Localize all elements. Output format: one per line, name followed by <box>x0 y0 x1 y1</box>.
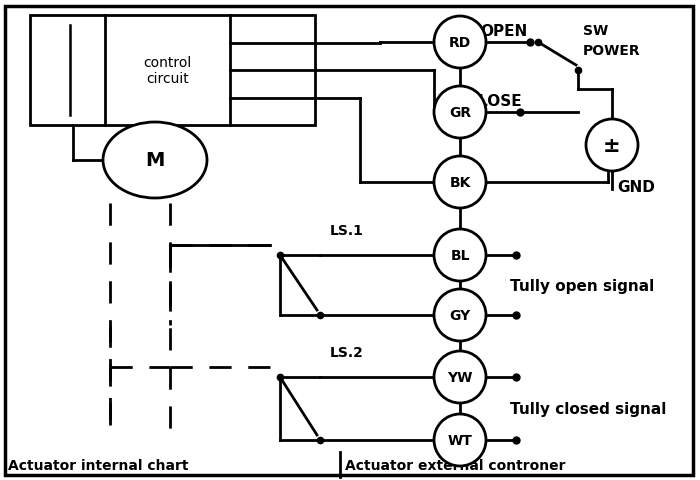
Circle shape <box>434 156 486 209</box>
Text: WT: WT <box>447 433 473 447</box>
Circle shape <box>434 289 486 341</box>
Text: LS.2: LS.2 <box>330 345 364 359</box>
Text: OPEN: OPEN <box>480 24 527 38</box>
Circle shape <box>434 414 486 466</box>
Circle shape <box>434 17 486 69</box>
Text: GND: GND <box>617 179 655 194</box>
Text: YW: YW <box>447 370 473 384</box>
Text: control
circuit: control circuit <box>144 56 192 86</box>
Text: RD: RD <box>449 36 471 50</box>
Text: Actuator internal chart: Actuator internal chart <box>8 458 188 472</box>
Text: Actuator external controner: Actuator external controner <box>345 458 566 472</box>
Text: GR: GR <box>449 106 471 120</box>
Text: Tully open signal: Tully open signal <box>510 278 654 293</box>
Text: CLOSE: CLOSE <box>467 93 522 108</box>
Circle shape <box>434 351 486 403</box>
Ellipse shape <box>103 123 207 199</box>
Text: BK: BK <box>449 176 470 190</box>
Text: GY: GY <box>449 308 470 323</box>
Text: BL: BL <box>450 249 470 263</box>
Text: LS.1: LS.1 <box>330 224 364 238</box>
Circle shape <box>434 229 486 281</box>
Circle shape <box>434 87 486 139</box>
Bar <box>30 16 315 126</box>
Circle shape <box>586 120 638 172</box>
Text: M: M <box>146 151 164 170</box>
Text: POWER: POWER <box>583 44 641 58</box>
Text: SW: SW <box>583 24 608 38</box>
Text: ±: ± <box>603 136 621 156</box>
Text: Tully closed signal: Tully closed signal <box>510 401 666 416</box>
